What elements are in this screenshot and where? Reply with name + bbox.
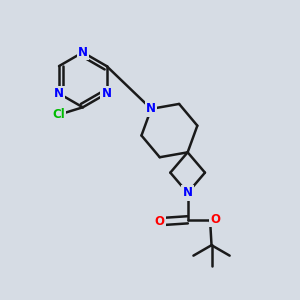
Text: N: N [54, 87, 64, 100]
Text: O: O [155, 215, 165, 228]
Text: N: N [78, 46, 88, 59]
Text: N: N [102, 87, 112, 100]
Text: N: N [183, 186, 193, 200]
Text: Cl: Cl [52, 108, 65, 121]
Text: N: N [146, 102, 156, 116]
Text: O: O [210, 213, 220, 226]
